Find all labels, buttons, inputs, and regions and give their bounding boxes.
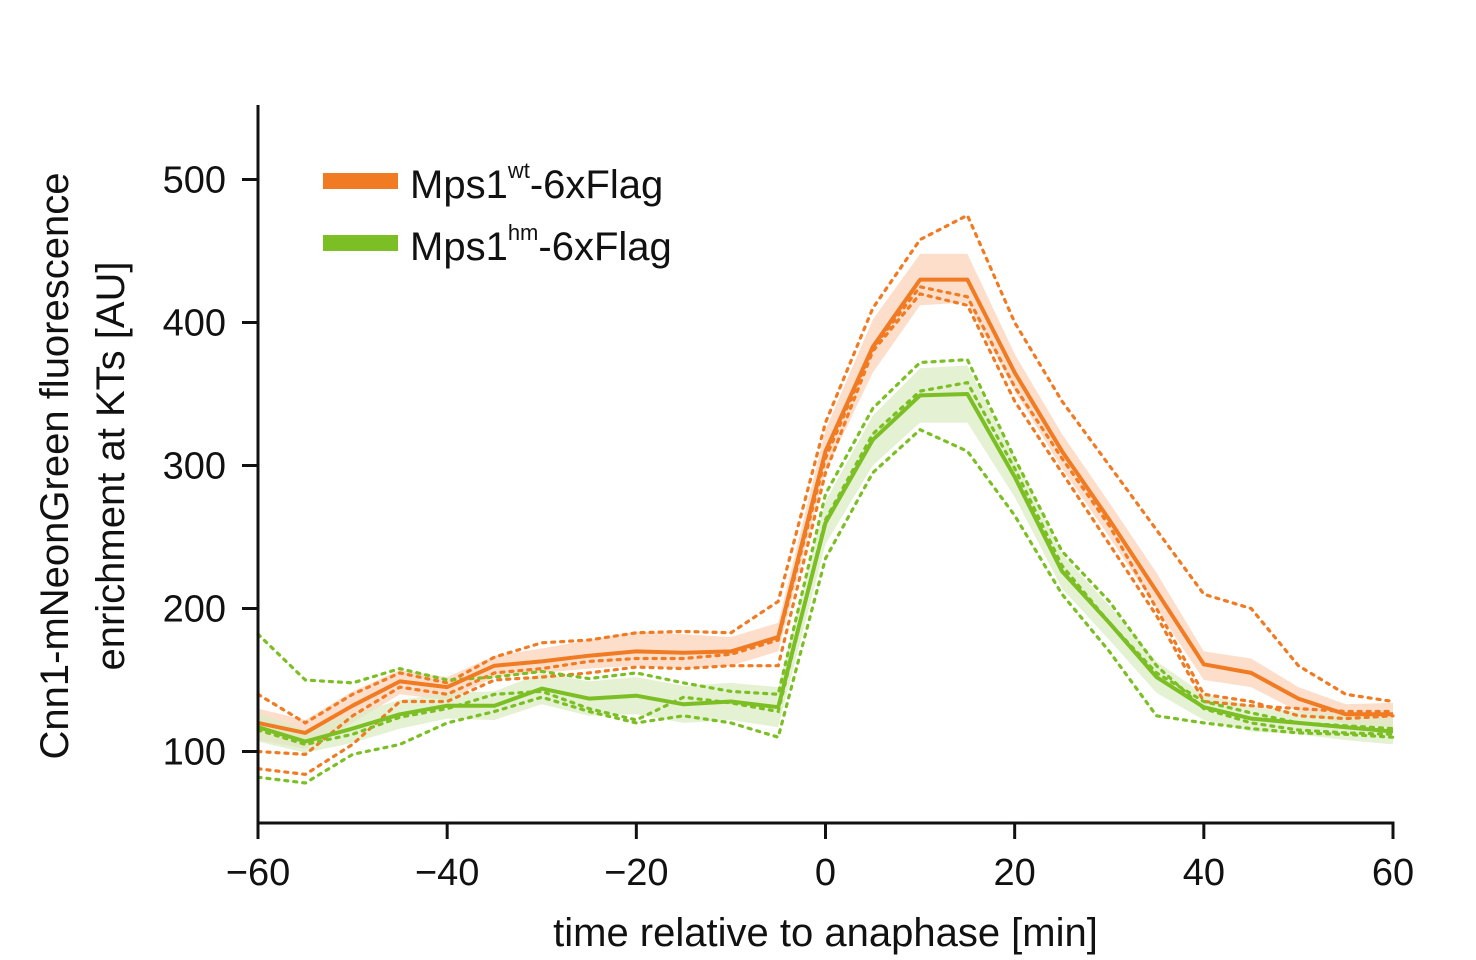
x-tick-label: −60 <box>226 852 290 894</box>
mean-lines <box>257 277 1394 744</box>
y-tick-label: 400 <box>163 303 226 345</box>
legend-swatch-hm <box>323 235 398 251</box>
y-tick-label: 300 <box>163 446 226 488</box>
axes: −60 −40 −20 0 20 40 60 100 200 300 400 500 time rela… <box>33 105 1414 955</box>
x-tick-label: 60 <box>1372 852 1414 894</box>
legend-swatch-wt <box>323 173 398 189</box>
mean-line-hm <box>257 392 1394 744</box>
x-axis-label: time relative to anaphase [min] <box>553 911 1098 955</box>
replicate-line-wt-1 <box>256 213 1395 725</box>
band-wt <box>258 253 1393 749</box>
y-axis-label: Cnn1-mNeonGreen fluorescence enrichment a… <box>33 173 133 760</box>
x-tick-label: −20 <box>604 852 668 894</box>
replicate-line-hm-3 <box>256 427 1395 785</box>
y-tick-label: 100 <box>163 732 226 774</box>
mean-line-wt <box>257 277 1393 735</box>
legend-label-hm: Mps1hm-6xFlag <box>410 220 672 269</box>
y-tick-label: 200 <box>163 589 226 631</box>
x-tick-label: 20 <box>994 852 1036 894</box>
x-tick-label: −40 <box>415 852 479 894</box>
confidence-bands <box>258 253 1393 753</box>
replicate-line-wt-3 <box>256 292 1395 777</box>
legend-label-wt: Mps1wt-6xFlag <box>410 158 663 207</box>
legend: Mps1wt-6xFlag Mps1hm-6xFlag <box>323 158 672 269</box>
y-tick-label: 500 <box>163 160 226 202</box>
x-tick-label: 0 <box>815 852 836 894</box>
band-hm <box>258 365 1393 753</box>
x-tick-label: 40 <box>1183 852 1225 894</box>
